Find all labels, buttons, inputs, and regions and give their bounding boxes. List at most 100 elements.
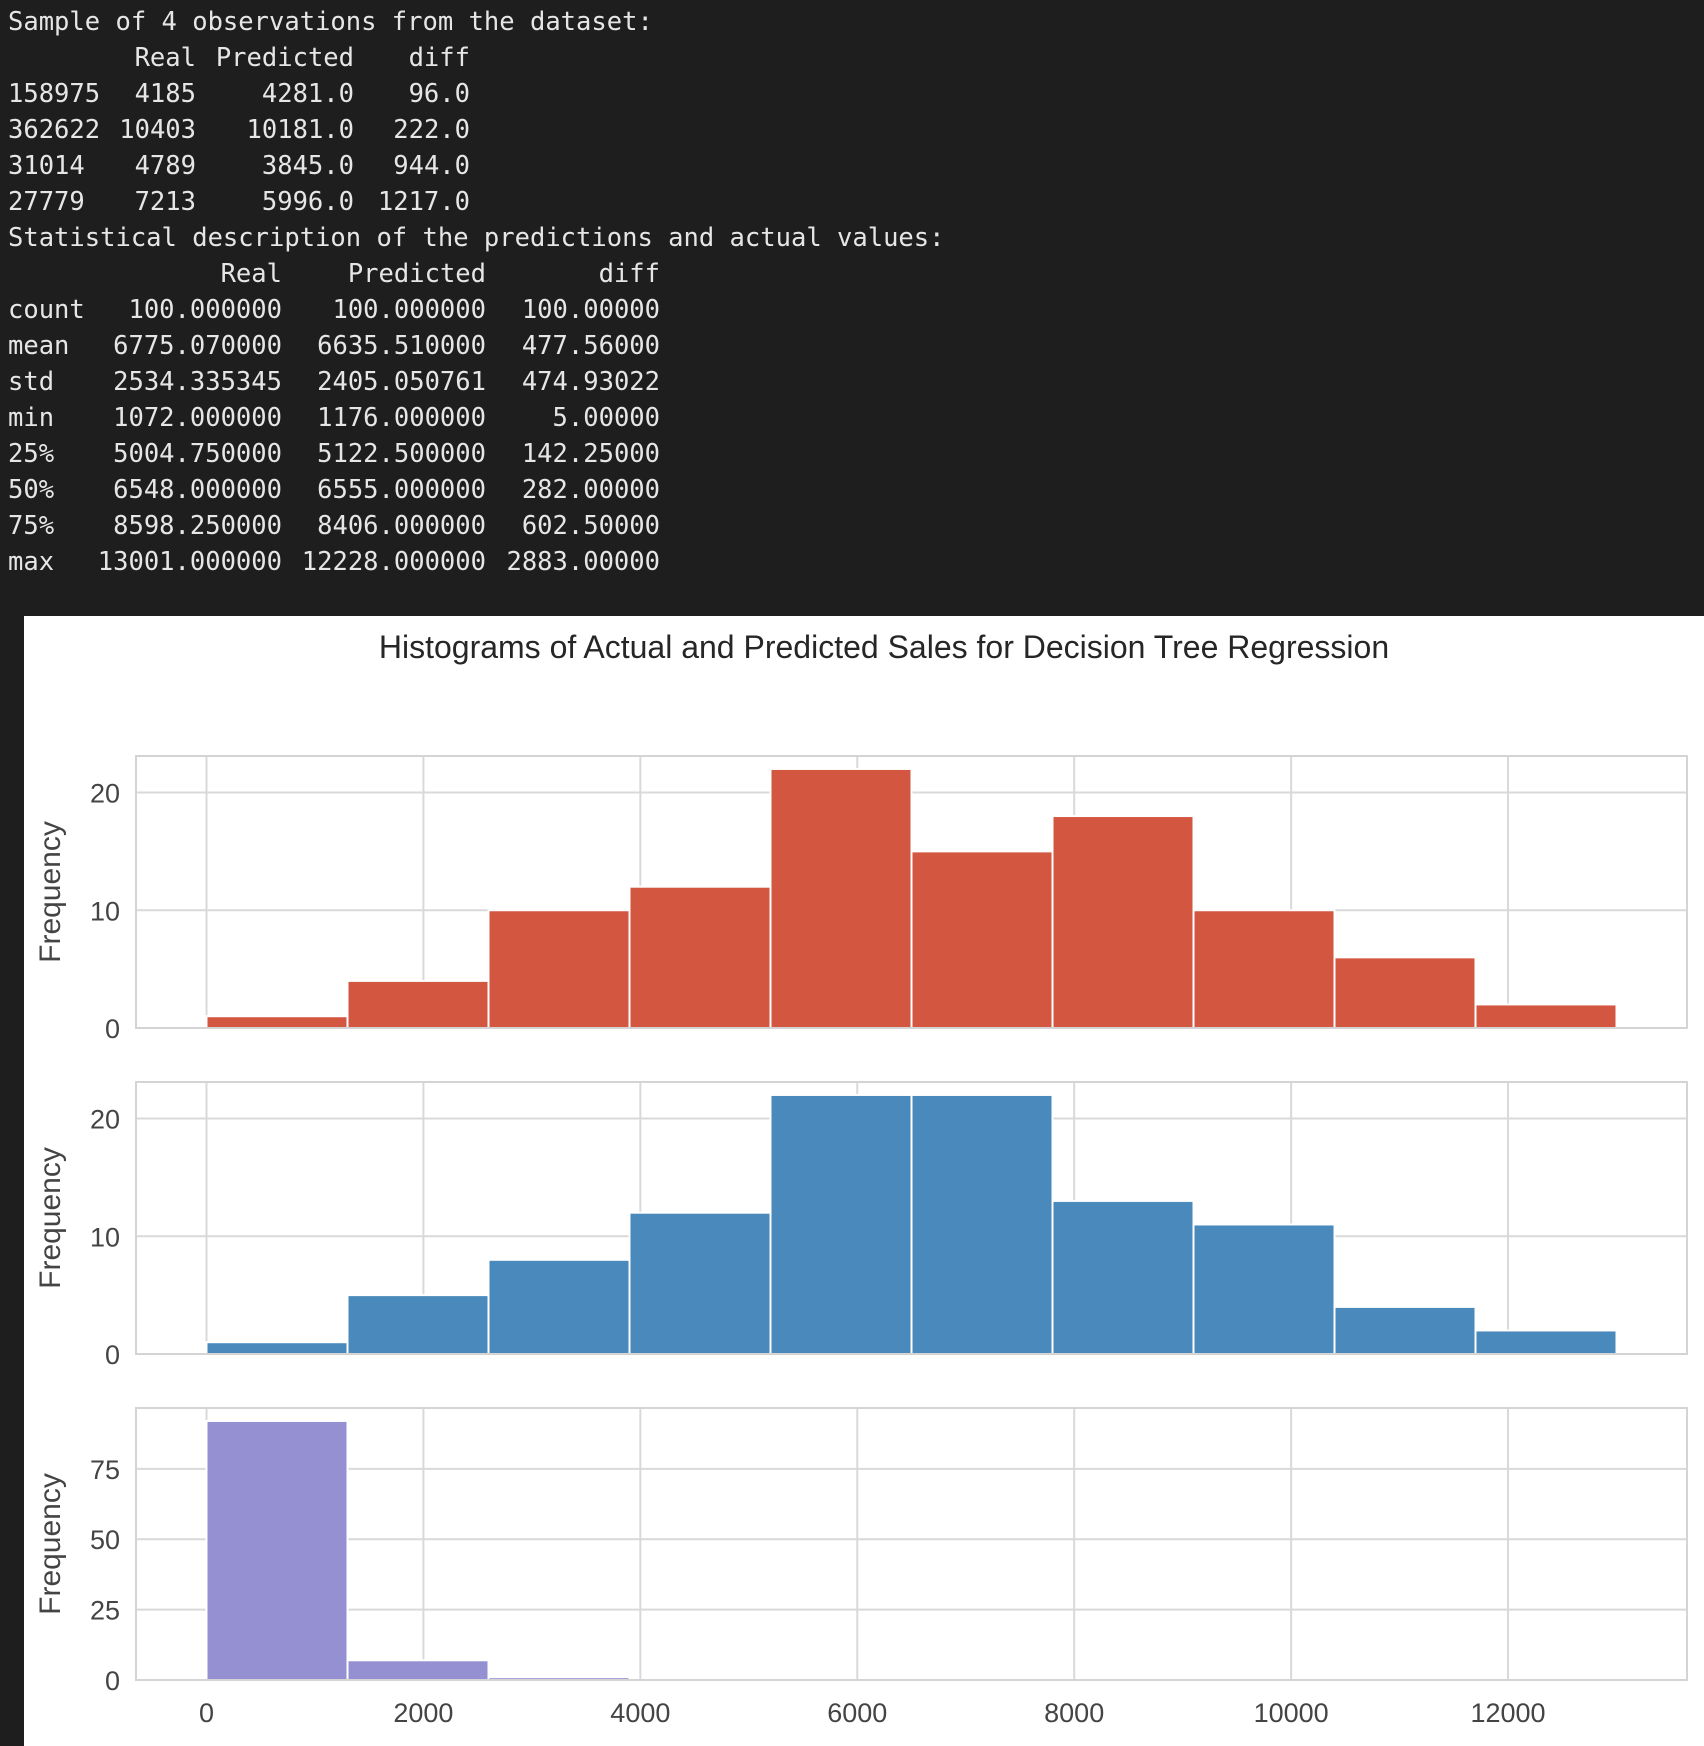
histogram-bar xyxy=(628,885,772,1029)
histogram-bar xyxy=(1192,909,1336,1029)
y-tick-label: 0 xyxy=(105,1666,120,1696)
y-tick-label: 10 xyxy=(90,1222,120,1252)
stats-diff: 5.00000 xyxy=(552,403,660,433)
stats-title: Statistical description of the predictio… xyxy=(8,223,945,253)
y-tick-label: 25 xyxy=(90,1596,120,1626)
histogram-bar xyxy=(1051,1199,1195,1355)
histogram-figure: Histograms of Actual and Predicted Sales… xyxy=(24,616,1704,1746)
stats-label: max xyxy=(8,547,55,577)
histogram-canvas: Histograms of Actual and Predicted Sales… xyxy=(34,629,1688,1728)
sample-predicted: 3845.0 xyxy=(261,151,354,181)
x-tick-label: 6000 xyxy=(827,1698,887,1728)
stats-real: 13001.000000 xyxy=(97,547,282,577)
panel-border xyxy=(135,1407,1688,1681)
histogram-bar xyxy=(487,909,631,1029)
figure-title: Histograms of Actual and Predicted Sales… xyxy=(379,629,1389,665)
stats-diff: 602.50000 xyxy=(521,511,660,541)
histogram-bar xyxy=(1333,956,1477,1029)
y-tick-label: 20 xyxy=(90,779,120,809)
histogram-bar xyxy=(346,1294,490,1356)
stats-label: min xyxy=(8,403,55,433)
stats-label: mean xyxy=(8,331,70,361)
sample-index: 27779 xyxy=(8,187,85,217)
histogram-bar xyxy=(346,979,490,1029)
x-tick-label: 2000 xyxy=(393,1698,453,1728)
sample-header-predicted: Predicted xyxy=(215,43,354,73)
y-axis-label: Frequency xyxy=(34,821,67,963)
stats-diff: 100.00000 xyxy=(521,295,660,325)
histogram-bar xyxy=(628,1211,772,1355)
histogram-bar xyxy=(346,1659,490,1681)
sample-index: 362622 xyxy=(8,115,101,145)
stats-predicted: 5122.500000 xyxy=(317,439,486,469)
panel-border xyxy=(135,1081,1688,1355)
histogram-bar xyxy=(1474,1003,1618,1030)
console-output: Sample of 4 observations from the datase… xyxy=(0,0,1704,600)
x-tick-label: 4000 xyxy=(610,1698,670,1728)
stats-predicted: 6635.510000 xyxy=(317,331,486,361)
stats-real: 2534.335345 xyxy=(113,367,282,397)
histogram-bar xyxy=(205,1419,349,1681)
histogram-bar xyxy=(769,767,913,1029)
histogram-bar xyxy=(910,850,1054,1029)
histogram-bar xyxy=(1051,815,1195,1029)
y-tick-label: 0 xyxy=(105,1340,120,1370)
y-tick-label: 50 xyxy=(90,1525,120,1555)
stats-diff: 474.93022 xyxy=(521,367,660,397)
histogram-bar xyxy=(205,1015,349,1029)
sample-diff: 96.0 xyxy=(408,79,470,109)
sample-real: 10403 xyxy=(119,115,196,145)
stats-header-diff: diff xyxy=(598,259,660,289)
sample-diff: 1217.0 xyxy=(377,187,470,217)
sample-predicted: 5996.0 xyxy=(261,187,354,217)
stats-predicted: 6555.000000 xyxy=(317,475,486,505)
stats-predicted: 8406.000000 xyxy=(317,511,486,541)
stats-diff: 142.25000 xyxy=(521,439,660,469)
y-tick-label: 0 xyxy=(105,1014,120,1044)
sample-diff: 222.0 xyxy=(393,115,470,145)
y-tick-label: 20 xyxy=(90,1105,120,1135)
histogram-bar xyxy=(205,1341,349,1355)
x-tick-label: 10000 xyxy=(1254,1698,1329,1728)
histogram-bar xyxy=(769,1093,913,1355)
y-tick-label: 10 xyxy=(90,896,120,926)
x-tick-label: 0 xyxy=(199,1698,214,1728)
panel-background xyxy=(136,1408,1687,1680)
y-axis-label: Frequency xyxy=(34,1147,67,1289)
histogram-bar xyxy=(1333,1305,1477,1356)
sample-index: 31014 xyxy=(8,151,85,181)
stats-predicted: 12228.000000 xyxy=(301,547,486,577)
stats-real: 6775.070000 xyxy=(113,331,282,361)
stats-label: 50% xyxy=(8,475,55,505)
stats-diff: 2883.00000 xyxy=(506,547,660,577)
stats-label: std xyxy=(8,367,55,397)
stats-diff: 477.56000 xyxy=(521,331,660,361)
histogram-bar xyxy=(910,1093,1054,1355)
stats-header-predicted: Predicted xyxy=(347,259,486,289)
sample-real: 7213 xyxy=(134,187,196,217)
sample-real: 4789 xyxy=(134,151,196,181)
y-tick-label: 75 xyxy=(90,1455,120,1485)
y-axis-label: Frequency xyxy=(34,1473,67,1615)
stats-predicted: 1176.000000 xyxy=(317,403,486,433)
x-tick-label: 12000 xyxy=(1470,1698,1545,1728)
stats-real: 6548.000000 xyxy=(113,475,282,505)
panel-border xyxy=(135,755,1688,1029)
stats-label: 25% xyxy=(8,439,55,469)
stats-real: 8598.250000 xyxy=(113,511,282,541)
sample-title: Sample of 4 observations from the datase… xyxy=(8,7,653,37)
stats-predicted: 100.000000 xyxy=(332,295,486,325)
stats-header-real: Real xyxy=(220,259,282,289)
histogram-bar xyxy=(1474,1329,1618,1355)
stats-label: 75% xyxy=(8,511,55,541)
stats-diff: 282.00000 xyxy=(521,475,660,505)
sample-diff: 944.0 xyxy=(393,151,470,181)
histogram-bar xyxy=(487,1258,631,1355)
sample-index: 158975 xyxy=(8,79,101,109)
stats-real: 1072.000000 xyxy=(113,403,282,433)
x-tick-label: 8000 xyxy=(1044,1698,1104,1728)
stats-real: 100.000000 xyxy=(128,295,282,325)
sample-predicted: 10181.0 xyxy=(246,115,354,145)
sample-predicted: 4281.0 xyxy=(261,79,354,109)
stats-predicted: 2405.050761 xyxy=(317,367,486,397)
